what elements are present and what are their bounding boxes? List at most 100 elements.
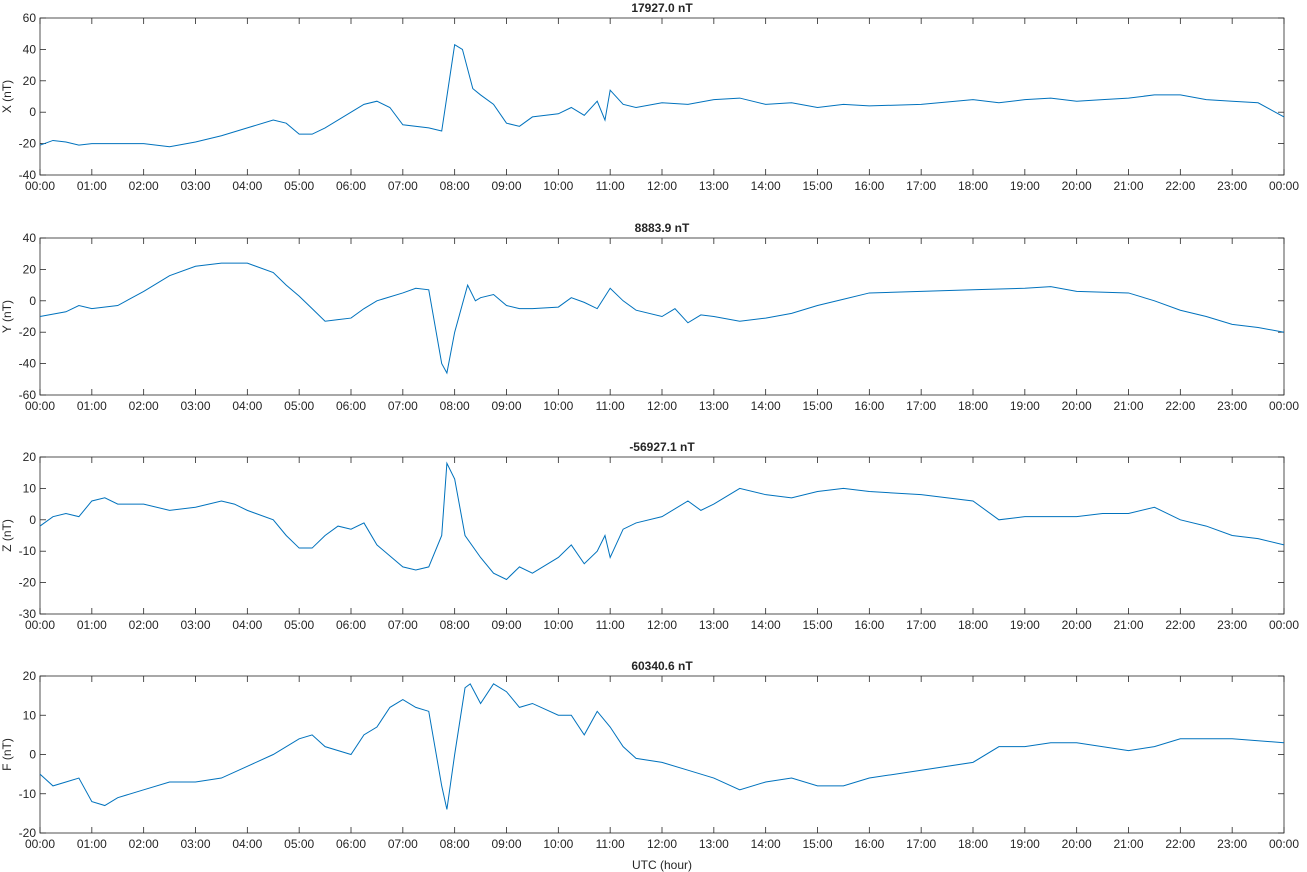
y-axis-label: Y (nT) [0,300,14,333]
chart-title: 60340.6 nT [631,659,693,673]
x-tick-label: 10:00 [543,618,573,632]
x-tick-label: 12:00 [647,399,677,413]
y-axis-label: Z (nT) [0,519,14,552]
x-tick-label: 00:00 [25,399,55,413]
x-tick-label: 16:00 [854,618,884,632]
x-tick-label: 19:00 [1010,179,1040,193]
x-tick-label: 06:00 [336,837,366,851]
x-tick-label: 06:00 [336,618,366,632]
x-tick-label: 12:00 [647,179,677,193]
x-tick-label: 08:00 [440,837,470,851]
x-tick-label: 00:00 [25,618,55,632]
x-tick-label: 21:00 [1113,618,1143,632]
x-tick-label: 08:00 [440,179,470,193]
x-tick-label: 02:00 [129,618,159,632]
y-tick-label: 20 [23,262,37,276]
chart-title: 8883.9 nT [635,221,690,235]
x-tick-label: 02:00 [129,179,159,193]
x-tick-label: 20:00 [1062,179,1092,193]
x-tick-label: 04:00 [232,179,262,193]
x-tick-label: 05:00 [284,618,314,632]
x-tick-label: 03:00 [180,179,210,193]
y-tick-label: 10 [23,481,37,495]
y-tick-label: -10 [19,544,37,558]
x-tick-label: 09:00 [491,837,521,851]
y-tick-label: 0 [29,105,36,119]
x-tick-label: 00:00 [1269,399,1299,413]
x-tick-label: 23:00 [1217,179,1247,193]
x-tick-label: 19:00 [1010,399,1040,413]
x-tick-label: 17:00 [906,837,936,851]
x-tick-label: 23:00 [1217,837,1247,851]
x-tick-label: 15:00 [802,618,832,632]
y-tick-label: 40 [23,231,37,245]
x-tick-label: 01:00 [77,837,107,851]
x-tick-label: 00:00 [25,837,55,851]
y-tick-label: 0 [29,294,36,308]
x-tick-label: 15:00 [802,399,832,413]
x-tick-label: 11:00 [596,837,625,851]
x-tick-label: 18:00 [958,179,988,193]
data-line [39,262,1285,375]
x-tick-label: 21:00 [1113,837,1143,851]
y-tick-label: -40 [19,168,37,182]
y-tick-label: -20 [19,325,37,339]
x-tick-label: 03:00 [180,618,210,632]
x-tick-label: 02:00 [129,399,159,413]
y-tick-label: 20 [23,450,37,464]
x-tick-label: 20:00 [1062,399,1092,413]
x-tick-label: 15:00 [802,837,832,851]
x-tick-label: 08:00 [440,618,470,632]
data-line [39,683,1285,810]
x-tick-label: 22:00 [1165,399,1195,413]
x-tick-label: 16:00 [854,399,884,413]
x-tick-label: 15:00 [802,179,832,193]
x-tick-label: 16:00 [854,837,884,851]
x-tick-label: 21:00 [1113,399,1143,413]
y-tick-label: 40 [23,42,37,56]
x-tick-label: 13:00 [699,179,729,193]
y-tick-label: -20 [19,137,37,151]
x-tick-label: 11:00 [596,618,625,632]
y-tick-label: -60 [19,388,37,402]
x-tick-label: 10:00 [543,399,573,413]
x-tick-label: 13:00 [699,837,729,851]
x-tick-label: 22:00 [1165,179,1195,193]
x-tick-label: 07:00 [388,399,418,413]
chart-title: 17927.0 nT [631,1,693,15]
y-tick-label: 20 [23,669,37,683]
y-tick-label: -40 [19,357,37,371]
y-tick-label: -20 [19,576,37,590]
x-tick-label: 07:00 [388,179,418,193]
x-axis-label: UTC (hour) [632,858,692,872]
x-tick-label: 17:00 [906,618,936,632]
x-tick-label: 10:00 [543,179,573,193]
x-tick-label: 14:00 [751,837,781,851]
x-tick-label: 01:00 [77,399,107,413]
x-tick-label: 18:00 [958,618,988,632]
x-tick-label: 04:00 [232,618,262,632]
x-tick-label: 22:00 [1165,618,1195,632]
x-tick-label: 01:00 [77,179,107,193]
x-tick-label: 11:00 [596,179,625,193]
x-tick-label: 12:00 [647,618,677,632]
x-tick-label: 06:00 [336,399,366,413]
x-tick-label: 22:00 [1165,837,1195,851]
x-tick-label: 07:00 [388,837,418,851]
y-tick-label: -10 [19,787,37,801]
x-tick-label: 03:00 [180,399,210,413]
chart-title: -56927.1 nT [629,440,695,454]
y-tick-label: 0 [29,748,36,762]
x-tick-label: 20:00 [1062,837,1092,851]
x-tick-label: 00:00 [1269,179,1299,193]
y-tick-label: 60 [23,11,37,25]
x-tick-label: 09:00 [491,399,521,413]
x-tick-label: 20:00 [1062,618,1092,632]
x-tick-label: 05:00 [284,179,314,193]
x-tick-label: 23:00 [1217,399,1247,413]
y-tick-label: 20 [23,74,37,88]
x-tick-label: 18:00 [958,399,988,413]
x-tick-label: 00:00 [1269,837,1299,851]
